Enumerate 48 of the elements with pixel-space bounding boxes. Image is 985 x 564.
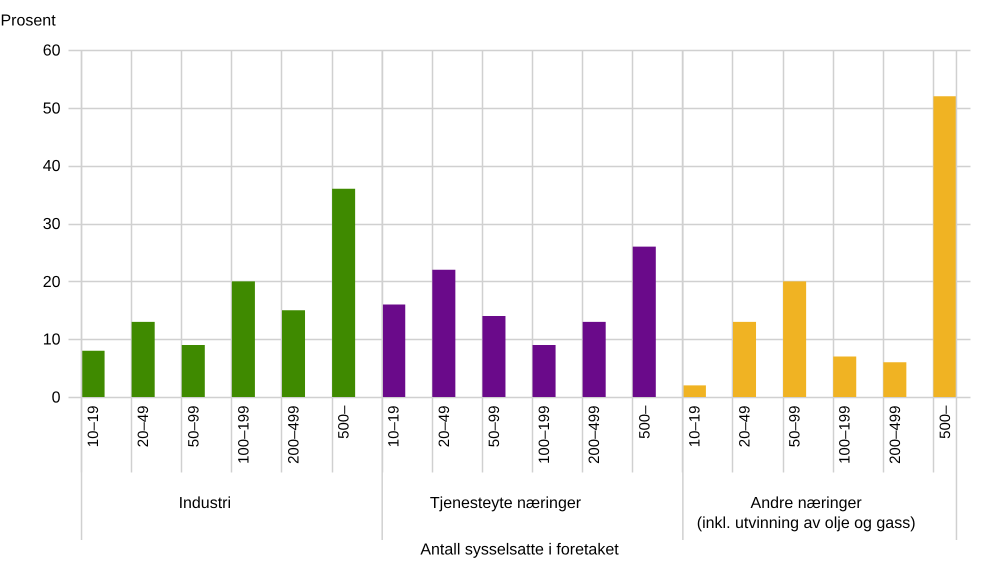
bar: [883, 362, 906, 397]
bar: [432, 270, 456, 397]
y-axis-title: Prosent: [0, 12, 56, 30]
bar: [582, 322, 606, 397]
x-tick-label: 500–: [936, 404, 954, 439]
x-tick-label: 20–49: [135, 406, 152, 448]
bar: [532, 344, 556, 397]
bar: [732, 322, 756, 397]
bar: [933, 96, 956, 397]
x-tick-label: 200–499: [886, 406, 904, 464]
x-tick-label: 10–19: [386, 406, 403, 448]
x-tick-label: 50–99: [786, 406, 804, 448]
x-tick-label: 200–499: [286, 406, 302, 464]
x-tick-label: 500–: [336, 404, 353, 439]
y-tick-label: 40: [42, 158, 61, 176]
bar: [382, 304, 406, 397]
x-tick-label: 500–: [636, 404, 654, 439]
x-tick-label: 10–19: [85, 406, 102, 448]
x-tick-label: 100–199: [836, 406, 854, 464]
bar: [632, 246, 656, 397]
text: Industri: [178, 495, 232, 512]
text: Tjenesteyte næringer: [430, 495, 582, 512]
bar: [332, 188, 356, 397]
y-tick-label: 30: [42, 216, 61, 233]
x-tick-label: 50–99: [185, 406, 202, 448]
x-tick-label: 10–19: [686, 406, 704, 448]
bar: [282, 310, 306, 397]
x-tick-label: 200–499: [586, 406, 604, 464]
x-tick-label: 100–199: [235, 406, 252, 464]
bar: [232, 281, 255, 397]
x-tick-label: 20–49: [436, 406, 453, 448]
bar: [132, 322, 155, 397]
x-axis-title: Antall sysselsatte i foretaket: [420, 542, 620, 558]
x-tick-label: 100–199: [536, 406, 554, 464]
y-tick-label: 60: [42, 42, 61, 60]
bar: [783, 281, 806, 397]
bar: [182, 344, 205, 397]
bar: [482, 316, 506, 397]
x-tick-label: 20–49: [736, 406, 754, 448]
bar: [82, 350, 105, 397]
bar: [833, 356, 856, 397]
bar: [682, 385, 706, 397]
y-tick-label: 20: [42, 274, 61, 291]
y-tick-label: 50: [42, 100, 61, 118]
y-tick-label: 0: [52, 390, 61, 406]
x-tick-label: 50–99: [486, 406, 503, 448]
text: Andre næringer (inkl. utvinning av olje og gass): [696, 495, 916, 532]
y-tick-label: 10: [42, 332, 61, 349]
